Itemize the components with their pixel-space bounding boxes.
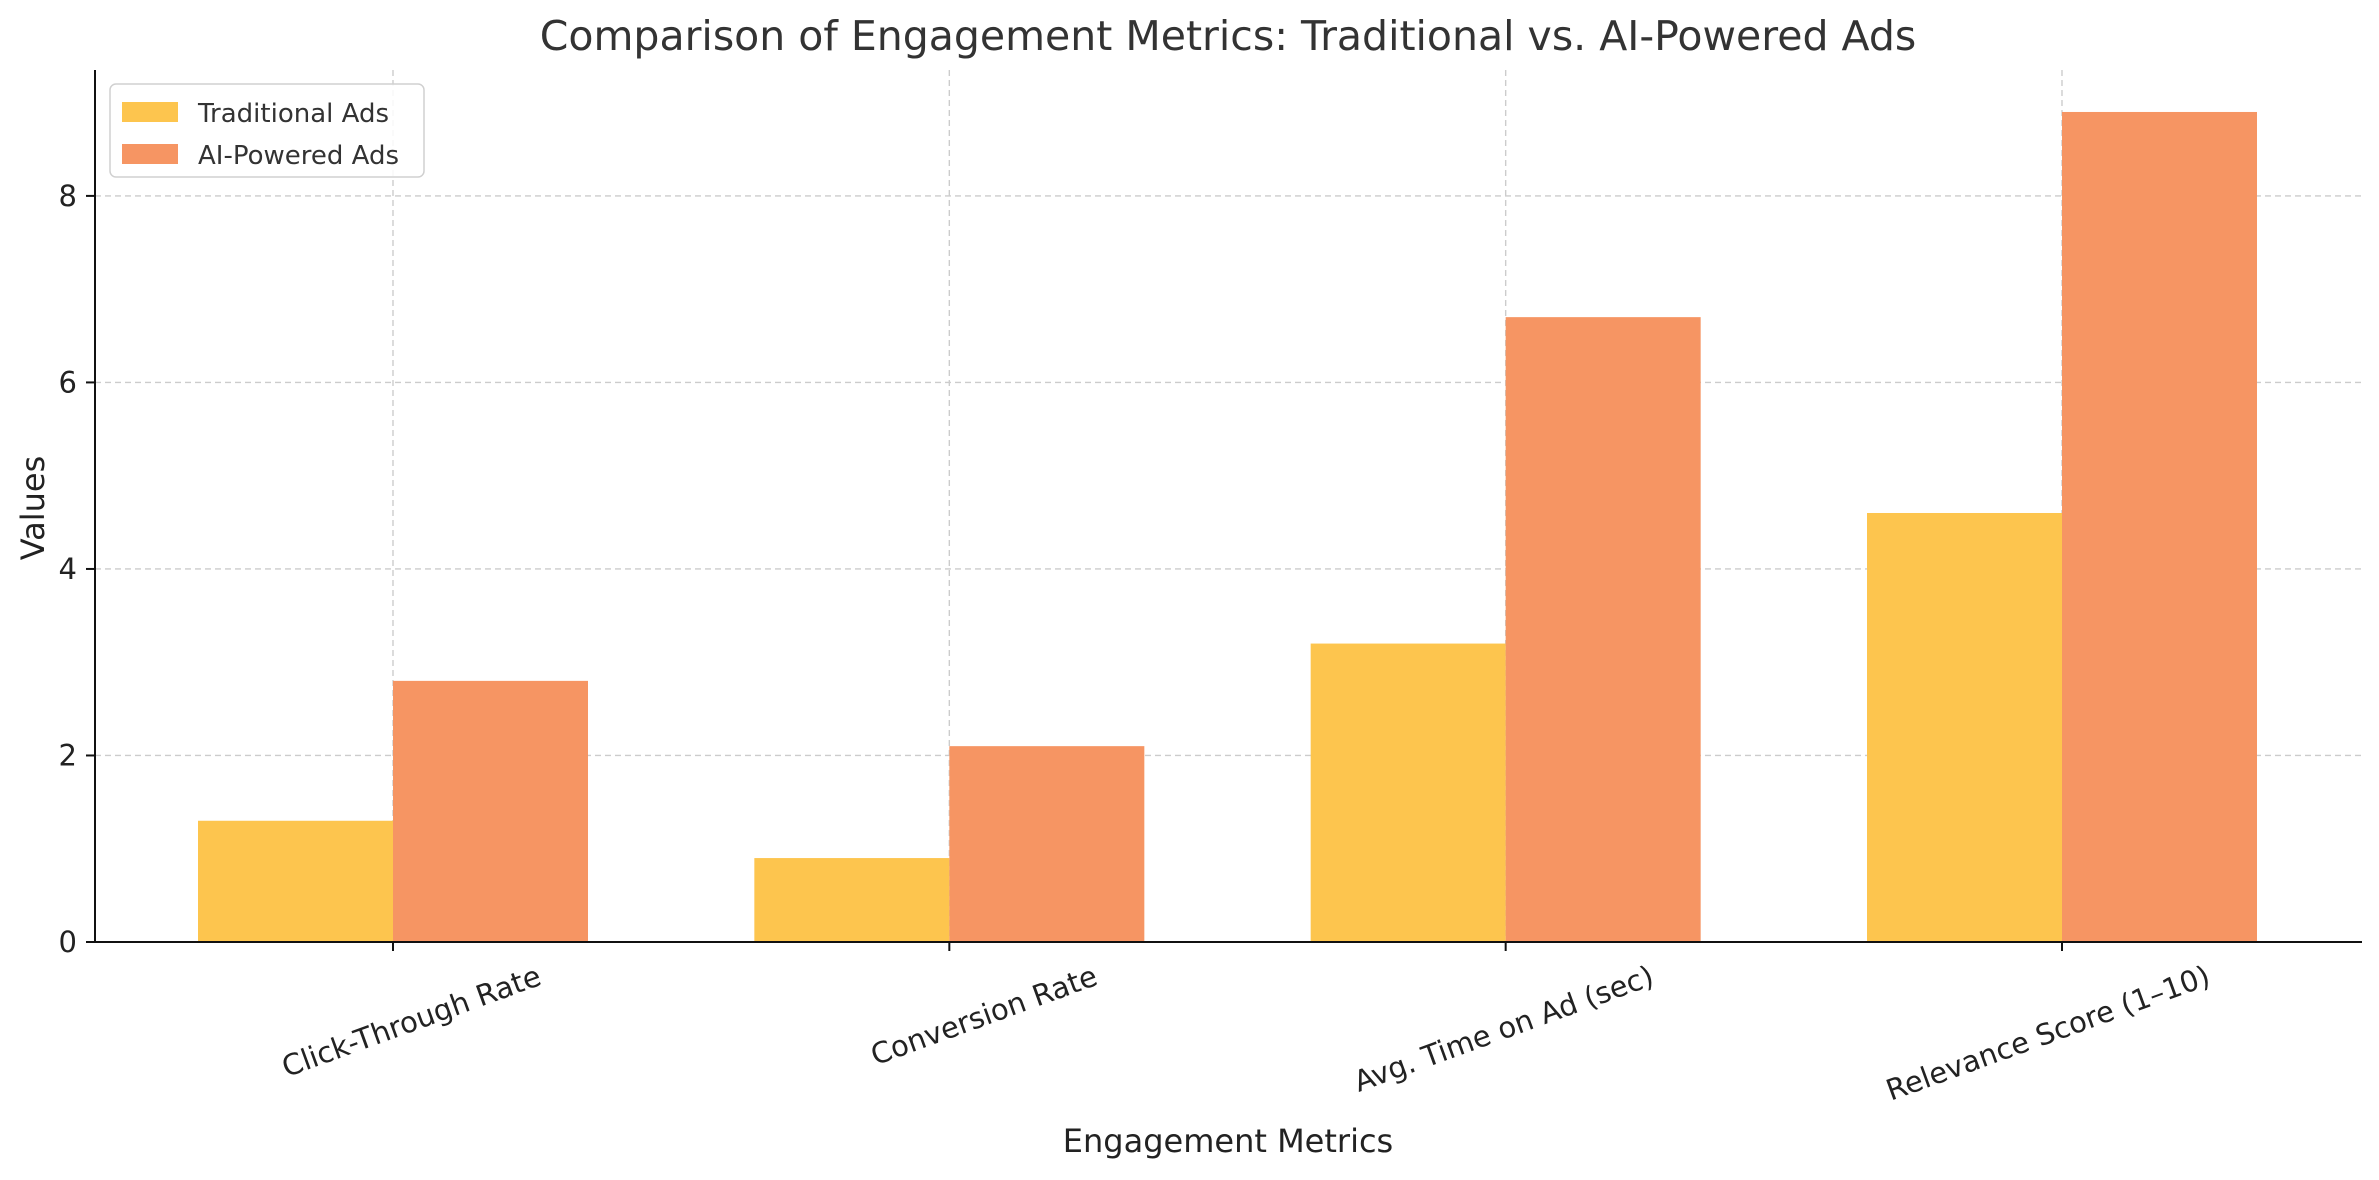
legend: Traditional Ads AI-Powered Ads [109, 83, 425, 178]
x-tick-label: Relevance Score (1–10) [1882, 959, 2215, 1108]
bar-ai-powered-3 [2062, 111, 2257, 943]
bar-traditional-3 [1867, 512, 2062, 942]
legend-swatch [122, 144, 178, 164]
x-tick-label: Avg. Time on Ad (sec) [1349, 959, 1658, 1099]
x-tick-label: Conversion Rate [866, 959, 1102, 1072]
legend-box [109, 83, 425, 178]
y-tick-label: 0 [59, 925, 77, 959]
y-tick-label: 4 [59, 552, 77, 586]
y-tick-label: 8 [59, 179, 77, 213]
y-tick-label: 2 [59, 738, 77, 772]
legend-label: Traditional Ads [197, 99, 389, 129]
bar-ai-powered-0 [393, 680, 588, 942]
bar-traditional-2 [1310, 643, 1506, 942]
bar-traditional-1 [754, 858, 950, 942]
y-axis-label: Values [14, 456, 52, 561]
bars [198, 111, 2257, 943]
x-axis-label: Engagement Metrics [1063, 1122, 1393, 1160]
chart-title: Comparison of Engagement Metrics: Tradit… [540, 12, 1916, 60]
bar-ai-powered-2 [1505, 317, 1701, 942]
x-tick-label: Click-Through Rate [277, 959, 545, 1084]
bar-ai-powered-1 [949, 746, 1145, 942]
y-tick-label: 6 [59, 365, 77, 399]
bar-traditional-0 [198, 820, 393, 942]
legend-label: AI-Powered Ads [198, 141, 399, 171]
axes [94, 70, 2362, 943]
legend-swatch [122, 102, 178, 122]
